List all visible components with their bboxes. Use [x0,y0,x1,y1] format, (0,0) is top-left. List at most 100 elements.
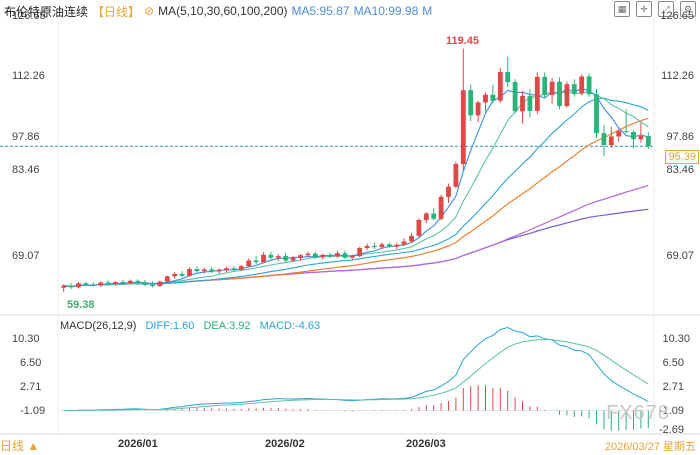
candle-body [268,254,274,258]
triangle-up-icon: ▲ [27,439,40,453]
instrument-title: 布伦特原油连续 [4,4,89,19]
candle-body [231,268,237,270]
macd-tick-left: 10.30 [12,333,40,345]
y-tick-right: 83.46 [666,164,694,176]
candle-body [127,280,133,284]
candle-body [623,131,629,133]
candle-body [113,282,118,285]
candle-body [564,84,570,107]
candle-body [542,76,548,96]
candle-body [638,136,644,140]
candle-body [497,71,503,101]
x-tick: 2026/03 [406,438,446,450]
candle-body [394,244,400,247]
y-tick-left: 112.26 [12,70,45,82]
candle-body [327,254,333,257]
candle-body [283,256,289,261]
macd-tick-right: 6.50 [662,357,684,369]
candle-body [164,276,170,282]
candle-body [357,247,363,257]
candle-body [320,254,326,257]
period-label[interactable]: 【日线】 [92,4,141,19]
candle-body [586,76,592,95]
candle-body [342,253,348,258]
settings-icon[interactable]: ⚙ [680,1,696,17]
ma10-line [63,90,649,288]
macd-tick-right: -2.69 [658,424,684,436]
macd-tick-left: -1.09 [20,405,46,417]
date-label: 2026/03/27 星期五 [604,441,696,453]
candle-body [275,256,281,258]
candle-body [201,269,207,272]
candle-body [364,245,370,248]
candle-body [150,284,155,287]
candle-body [238,266,244,270]
candle-body [253,260,259,263]
y-tick-right: 97.86 [666,131,694,143]
candle-body [601,133,607,145]
macd-settings[interactable]: MACD(26,12,9) [60,320,137,332]
candle-body [187,269,192,276]
candle-body [335,253,340,257]
candle-body [549,81,555,96]
y-tick-right: 126.65 [660,10,694,22]
current-price-tag: 95.39 [665,150,699,164]
candle-body [475,102,481,116]
candle-body [468,90,474,116]
candle-body [401,241,407,245]
ma-settings[interactable]: MA(5,10,30,60,100,200) [158,4,288,18]
macd-tick-left: 6.50 [20,357,42,369]
candle-body [460,90,466,165]
candle-body [194,269,200,272]
candle-body [409,235,414,242]
ma-more: M [422,4,433,18]
macd-dea-line [63,339,649,412]
candle-body [416,219,422,236]
period-selector-label: 日线 [0,439,25,453]
candle-body [616,131,622,137]
candle-body [386,244,392,247]
ma100-line [63,185,649,288]
candle-body [608,136,614,145]
candle-body [557,81,562,107]
ma5-line [63,87,649,288]
refresh-icon[interactable]: ⊘ [144,4,155,18]
candle-body [483,94,488,103]
macd-macd-value: MACD:-4.63 [259,320,321,332]
candle-body [224,268,229,270]
candle-body [534,76,540,111]
grid-icon[interactable]: ▦ [614,1,630,17]
candle-body [90,284,96,286]
candle-body [571,84,577,94]
candle-body [453,164,459,187]
candle-body [372,245,377,248]
macd-tick-right: 10.30 [662,333,690,345]
ma60-line [63,117,649,288]
ma5-value: MA5:95.87 [291,4,350,18]
candle-body [312,253,318,257]
low-label: 59.38 [67,299,95,311]
macd-diff-line [63,326,649,412]
expand-icon[interactable]: ⤢ [658,1,674,17]
chart-toolbar: ▦ ✛ ⤢ ⚙ [614,1,696,17]
x-tick: 2026/01 [118,438,158,450]
candle-body [512,82,518,112]
candle-body [645,136,651,147]
candle-body [83,283,89,285]
candle-body [157,281,163,287]
candle-body [298,255,303,258]
candle-body [209,269,215,272]
candle-body [216,269,222,272]
candle-body [527,95,533,111]
candle-body [105,282,111,285]
y-tick-left: 97.86 [12,131,40,143]
y-tick-left: 69.07 [12,250,40,262]
candle-body [68,285,74,288]
watermark: FX678 [606,402,670,424]
candle-body [520,95,525,112]
period-selector[interactable]: 日线 ▲ [0,437,39,454]
crosshair-icon[interactable]: ✛ [636,1,652,17]
candle-body [142,282,148,285]
